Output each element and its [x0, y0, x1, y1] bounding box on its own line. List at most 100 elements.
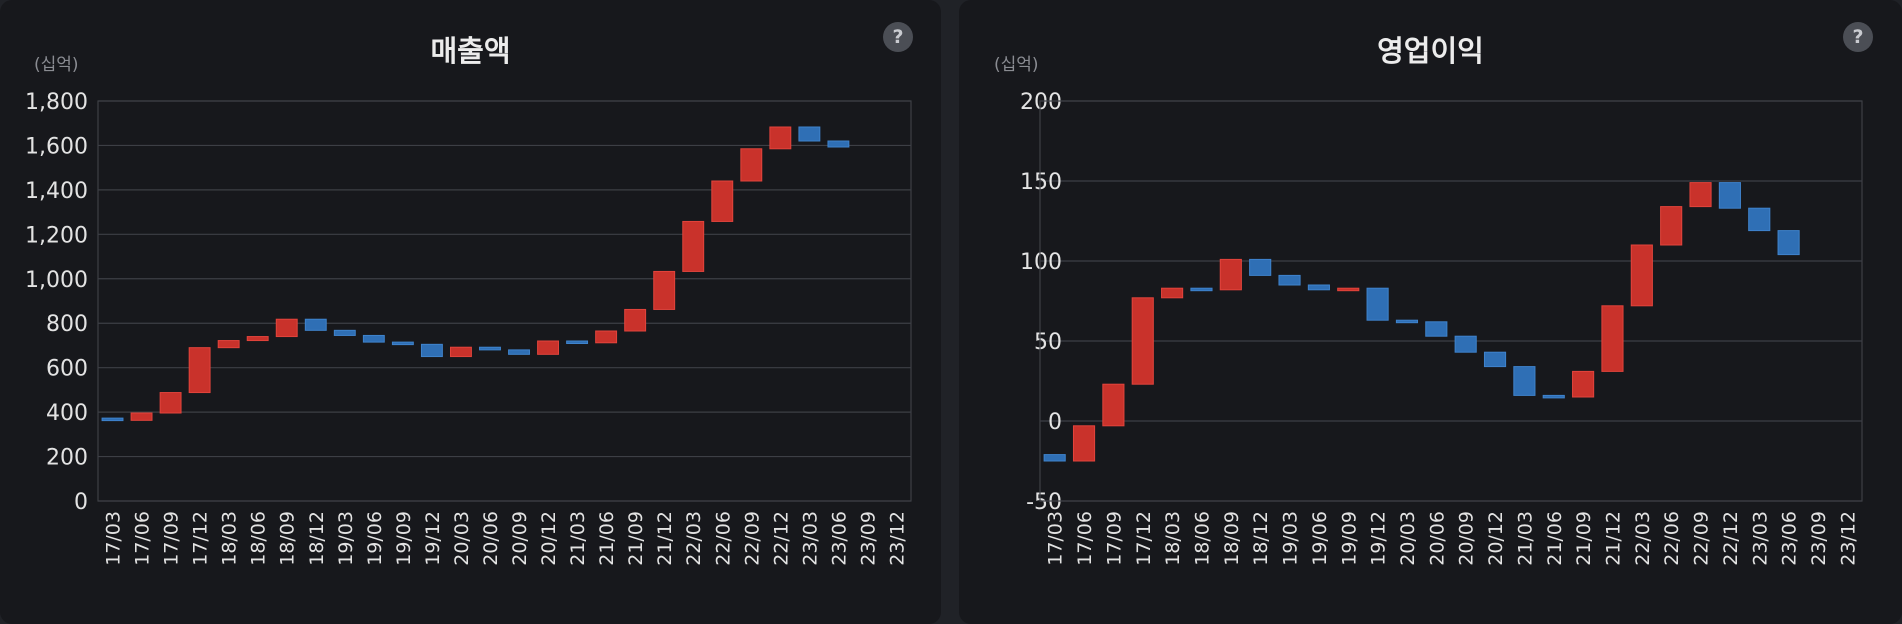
waterfall-bar[interactable]	[217, 340, 240, 349]
operating-profit-waterfall-chart: -50 0 50 100 150 200 17/03 17/06 17/09 17/12 18/03…	[1020, 90, 1863, 566]
revenue-waterfall-chart: 0 200 400 600 800 1,000 1,200 1,400 1,600 1,800 17…	[25, 90, 912, 566]
y-tick-label: 200	[46, 446, 88, 471]
x-tick-label: 20/12	[1485, 511, 1507, 566]
waterfall-bar[interactable]	[1366, 287, 1389, 321]
waterfall-bar[interactable]	[769, 126, 792, 150]
x-tick-label: 19/03	[1280, 511, 1302, 566]
plot-frame	[1039, 100, 1863, 502]
waterfall-bar[interactable]	[391, 341, 414, 346]
x-tick-label: 18/09	[277, 511, 299, 566]
revenue-chart-panel: 매출액 (십억) ? 0 200 400 600 800 1,000 1,200 1,400 1…	[0, 0, 941, 624]
y-tick-label: 1,000	[25, 268, 88, 293]
x-tick-label: 22/09	[1691, 511, 1713, 566]
waterfall-bar[interactable]	[1718, 182, 1741, 209]
x-tick-label: 22/09	[741, 511, 763, 566]
help-button[interactable]: ?	[883, 22, 913, 52]
waterfall-bar[interactable]	[1043, 454, 1066, 462]
waterfall-bar[interactable]	[624, 308, 647, 332]
x-tick-label: 19/09	[1338, 511, 1360, 566]
x-tick-label: 22/06	[1661, 511, 1683, 566]
x-tick-label: 18/06	[1191, 511, 1213, 566]
waterfall-bar[interactable]	[711, 180, 734, 222]
waterfall-bar[interactable]	[159, 392, 182, 414]
waterfall-bar[interactable]	[1102, 383, 1125, 427]
waterfall-bar[interactable]	[1513, 366, 1536, 396]
waterfall-bar[interactable]	[1307, 284, 1330, 291]
waterfall-bar[interactable]	[537, 340, 560, 355]
waterfall-bar[interactable]	[1337, 287, 1360, 292]
waterfall-bar[interactable]	[1190, 287, 1213, 292]
x-tick-label: 17/03	[1045, 511, 1067, 566]
x-tick-label: 23/03	[799, 511, 821, 566]
waterfall-bar[interactable]	[1278, 274, 1301, 286]
x-tick-label: 21/09	[1573, 511, 1595, 566]
waterfall-bar[interactable]	[798, 126, 821, 142]
waterfall-bar[interactable]	[1748, 207, 1771, 232]
waterfall-bar[interactable]	[420, 343, 443, 358]
y-tick-label: 1,800	[25, 90, 88, 115]
x-tick-label: 18/12	[1250, 511, 1272, 566]
x-tick-label: 23/12	[1837, 511, 1859, 566]
x-tick-label: 20/06	[1426, 511, 1448, 566]
y-tick-label: 800	[46, 312, 88, 337]
x-tick-label: 22/06	[712, 511, 734, 566]
waterfall-bar[interactable]	[275, 318, 298, 338]
chart-title: 영업이익	[1377, 34, 1484, 68]
waterfall-bar[interactable]	[479, 346, 501, 351]
waterfall-bar[interactable]	[827, 140, 850, 148]
waterfall-bar[interactable]	[101, 417, 124, 422]
x-tick-label: 17/09	[161, 511, 183, 566]
x-tick-label: 23/06	[1779, 511, 1801, 566]
plot-frame	[97, 100, 912, 502]
waterfall-bar[interactable]	[1542, 394, 1565, 399]
x-tick-label: 17/09	[1103, 511, 1125, 566]
waterfall-bar[interactable]	[1660, 206, 1683, 246]
waterfall-bar[interactable]	[333, 329, 356, 336]
x-tick-label: 20/06	[480, 511, 502, 566]
chart-title: 매출액	[430, 34, 511, 68]
waterfall-bar[interactable]	[566, 340, 589, 344]
x-tick-label: 21/12	[1602, 511, 1624, 566]
waterfall-bar[interactable]	[1454, 335, 1477, 353]
unit-label: (십억)	[994, 55, 1039, 75]
waterfall-bar[interactable]	[1601, 305, 1624, 372]
waterfall-bar[interactable]	[1249, 258, 1272, 276]
waterfall-bar[interactable]	[362, 334, 385, 343]
waterfall-bar[interactable]	[1219, 258, 1242, 291]
x-tick-label: 20/09	[1456, 511, 1478, 566]
waterfall-bar[interactable]	[508, 349, 530, 355]
x-tick-label: 18/06	[248, 511, 270, 566]
waterfall-bar[interactable]	[1072, 425, 1096, 462]
waterfall-bar[interactable]	[595, 330, 618, 344]
x-tick-label: 23/09	[857, 511, 879, 566]
x-tick-label: 19/09	[393, 511, 415, 566]
operating-profit-chart-panel: 영업이익 (십억) ? -50 0 50 100 150 200 17/03 17/06 17/…	[959, 0, 1902, 624]
waterfall-bar[interactable]	[304, 318, 327, 331]
waterfall-bar[interactable]	[1777, 230, 1800, 256]
x-tick-label: 22/12	[770, 511, 792, 566]
waterfall-bar[interactable]	[1689, 182, 1712, 208]
waterfall-bar[interactable]	[1161, 287, 1184, 299]
y-tick-label: 0	[74, 490, 88, 515]
waterfall-bar[interactable]	[1131, 297, 1154, 385]
waterfall-bar[interactable]	[740, 148, 763, 182]
x-tick-label: 21/03	[567, 511, 589, 566]
waterfall-bar[interactable]	[682, 220, 705, 272]
help-button[interactable]: ?	[1843, 22, 1873, 52]
waterfall-bar[interactable]	[1425, 321, 1448, 337]
x-tick-label: 22/03	[1632, 511, 1654, 566]
waterfall-bar[interactable]	[246, 336, 269, 342]
waterfall-bar[interactable]	[1483, 351, 1507, 368]
x-tick-label: 17/12	[190, 511, 212, 566]
x-tick-label: 17/06	[1074, 511, 1096, 566]
waterfall-bar[interactable]	[1630, 244, 1653, 307]
waterfall-bar[interactable]	[188, 347, 211, 394]
waterfall-bar[interactable]	[653, 270, 676, 310]
waterfall-bar[interactable]	[130, 412, 153, 421]
x-tick-label: 17/12	[1133, 511, 1155, 566]
y-tick-label: 100	[1020, 250, 1062, 275]
waterfall-bar[interactable]	[1572, 370, 1595, 398]
waterfall-bar[interactable]	[1395, 319, 1419, 324]
x-tick-label: 23/03	[1749, 511, 1771, 566]
waterfall-bar[interactable]	[449, 346, 472, 358]
